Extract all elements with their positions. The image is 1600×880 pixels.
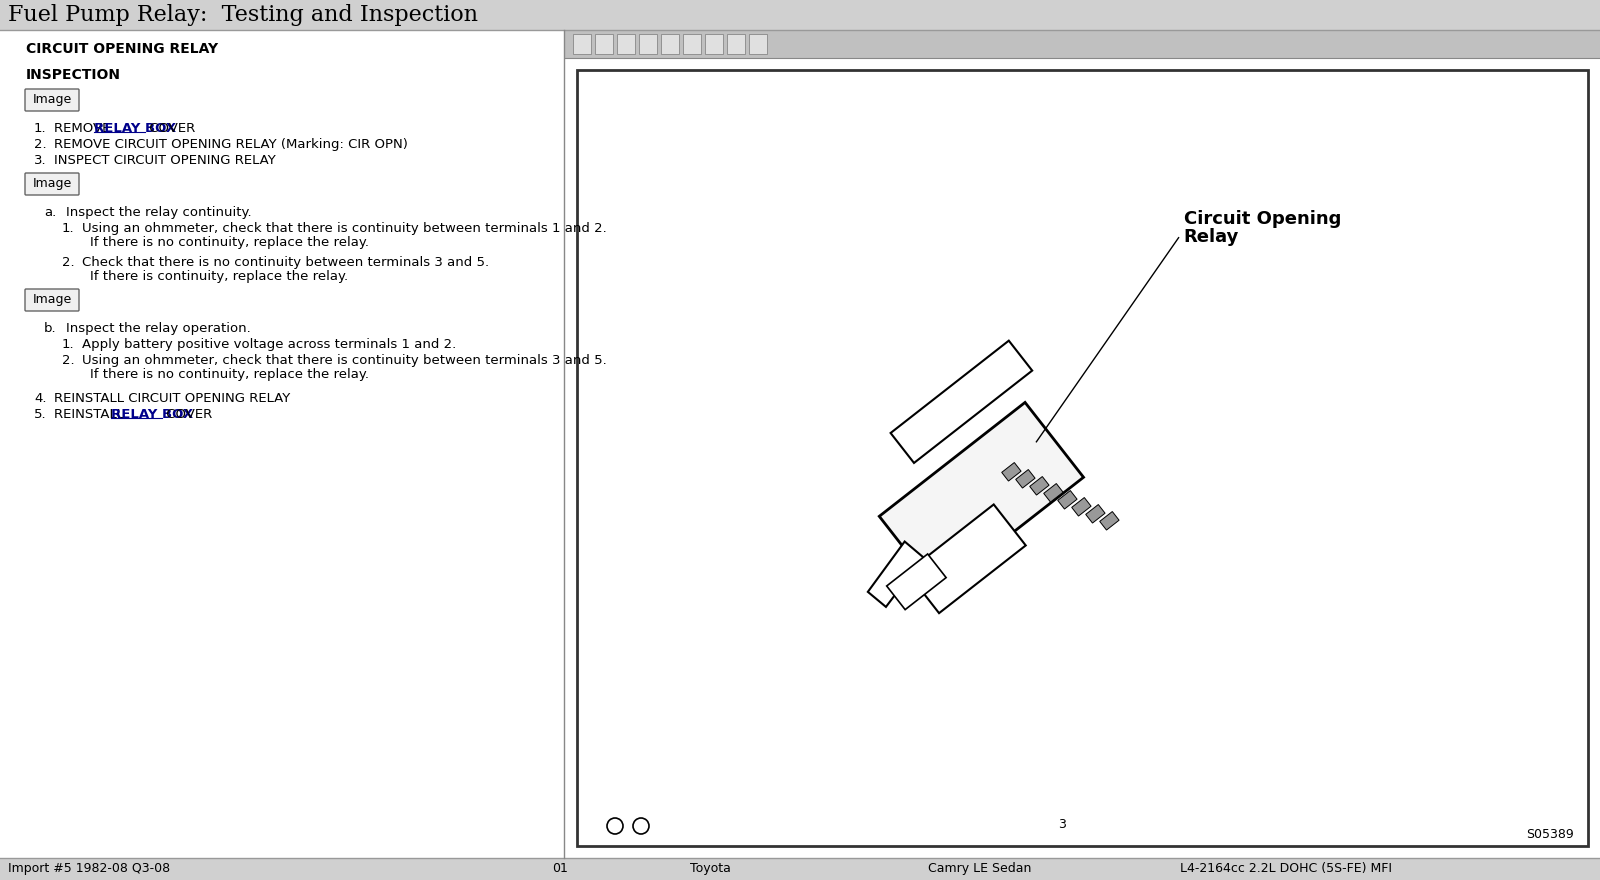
Bar — [578, 70, 1587, 846]
Text: Inspect the relay continuity.: Inspect the relay continuity. — [66, 206, 251, 219]
Polygon shape — [886, 554, 946, 610]
Polygon shape — [907, 504, 1026, 613]
Polygon shape — [880, 402, 1083, 591]
Polygon shape — [867, 541, 923, 607]
Text: 3: 3 — [1058, 818, 1066, 831]
Text: Import #5 1982-08 Q3-08: Import #5 1982-08 Q3-08 — [8, 862, 170, 875]
Bar — [573, 34, 590, 54]
Text: Inspect the relay operation.: Inspect the relay operation. — [66, 322, 251, 335]
Text: REINSTALL: REINSTALL — [54, 408, 128, 421]
Text: Check that there is no continuity between terminals 3 and 5.: Check that there is no continuity betwee… — [82, 256, 490, 269]
Bar — [661, 34, 678, 54]
Bar — [706, 34, 723, 54]
Bar — [0, 0, 1600, 30]
Text: INSPECTION: INSPECTION — [26, 68, 122, 82]
Text: Image: Image — [32, 294, 72, 306]
Text: Image: Image — [32, 178, 72, 190]
Text: RELAY BOX: RELAY BOX — [110, 408, 194, 421]
Text: 2.: 2. — [62, 354, 75, 367]
Text: Circuit Opening: Circuit Opening — [1184, 209, 1341, 228]
Text: Apply battery positive voltage across terminals 1 and 2.: Apply battery positive voltage across te… — [82, 338, 456, 351]
Circle shape — [606, 818, 622, 834]
Text: INSPECT CIRCUIT OPENING RELAY: INSPECT CIRCUIT OPENING RELAY — [54, 154, 275, 167]
Text: Using an ohmmeter, check that there is continuity between terminals 3 and 5.: Using an ohmmeter, check that there is c… — [82, 354, 606, 367]
Text: Using an ohmmeter, check that there is continuity between terminals 1 and 2.: Using an ohmmeter, check that there is c… — [82, 222, 606, 235]
FancyBboxPatch shape — [26, 89, 78, 111]
Polygon shape — [1086, 504, 1106, 523]
Text: 5.: 5. — [34, 408, 46, 421]
Text: S05389: S05389 — [1526, 828, 1574, 841]
Text: 4.: 4. — [34, 392, 46, 405]
Text: Relay: Relay — [1184, 228, 1238, 246]
Bar — [595, 34, 613, 54]
Text: Toyota: Toyota — [690, 862, 731, 875]
Polygon shape — [1002, 463, 1021, 481]
Text: REMOVE CIRCUIT OPENING RELAY (Marking: CIR OPN): REMOVE CIRCUIT OPENING RELAY (Marking: C… — [54, 138, 408, 151]
Text: RELAY BOX: RELAY BOX — [94, 122, 176, 135]
Text: 2.: 2. — [34, 138, 46, 151]
Bar — [618, 34, 635, 54]
Text: 1.: 1. — [62, 222, 75, 235]
Text: If there is no continuity, replace the relay.: If there is no continuity, replace the r… — [90, 368, 370, 381]
Text: CIRCUIT OPENING RELAY: CIRCUIT OPENING RELAY — [26, 42, 218, 56]
Polygon shape — [1030, 477, 1050, 495]
Polygon shape — [1043, 483, 1062, 502]
Text: REMOVE: REMOVE — [54, 122, 115, 135]
Bar — [0, 858, 1600, 880]
Text: If there is no continuity, replace the relay.: If there is no continuity, replace the r… — [90, 236, 370, 249]
Bar — [565, 30, 1600, 58]
Text: Image: Image — [32, 93, 72, 106]
Text: 1.: 1. — [62, 338, 75, 351]
Bar — [638, 34, 658, 54]
Text: 2.: 2. — [62, 256, 75, 269]
Text: If there is continuity, replace the relay.: If there is continuity, replace the rela… — [90, 270, 349, 283]
Polygon shape — [891, 341, 1032, 463]
Text: b.: b. — [45, 322, 56, 335]
Circle shape — [634, 818, 650, 834]
Text: COVER: COVER — [162, 408, 213, 421]
Text: L4-2164cc 2.2L DOHC (5S-FE) MFI: L4-2164cc 2.2L DOHC (5S-FE) MFI — [1181, 862, 1392, 875]
Polygon shape — [1016, 470, 1035, 488]
Text: Fuel Pump Relay:  Testing and Inspection: Fuel Pump Relay: Testing and Inspection — [8, 4, 478, 26]
Text: 3.: 3. — [34, 154, 46, 167]
FancyBboxPatch shape — [26, 289, 78, 311]
Text: 1.: 1. — [34, 122, 46, 135]
Text: 01: 01 — [552, 862, 568, 875]
Text: COVER: COVER — [146, 122, 195, 135]
Bar — [683, 34, 701, 54]
Text: REINSTALL CIRCUIT OPENING RELAY: REINSTALL CIRCUIT OPENING RELAY — [54, 392, 290, 405]
Polygon shape — [1099, 511, 1118, 530]
Bar — [749, 34, 766, 54]
Polygon shape — [1058, 490, 1077, 509]
Polygon shape — [1072, 497, 1091, 516]
Bar — [726, 34, 746, 54]
Text: Camry LE Sedan: Camry LE Sedan — [928, 862, 1032, 875]
FancyBboxPatch shape — [26, 173, 78, 195]
Text: a.: a. — [45, 206, 56, 219]
